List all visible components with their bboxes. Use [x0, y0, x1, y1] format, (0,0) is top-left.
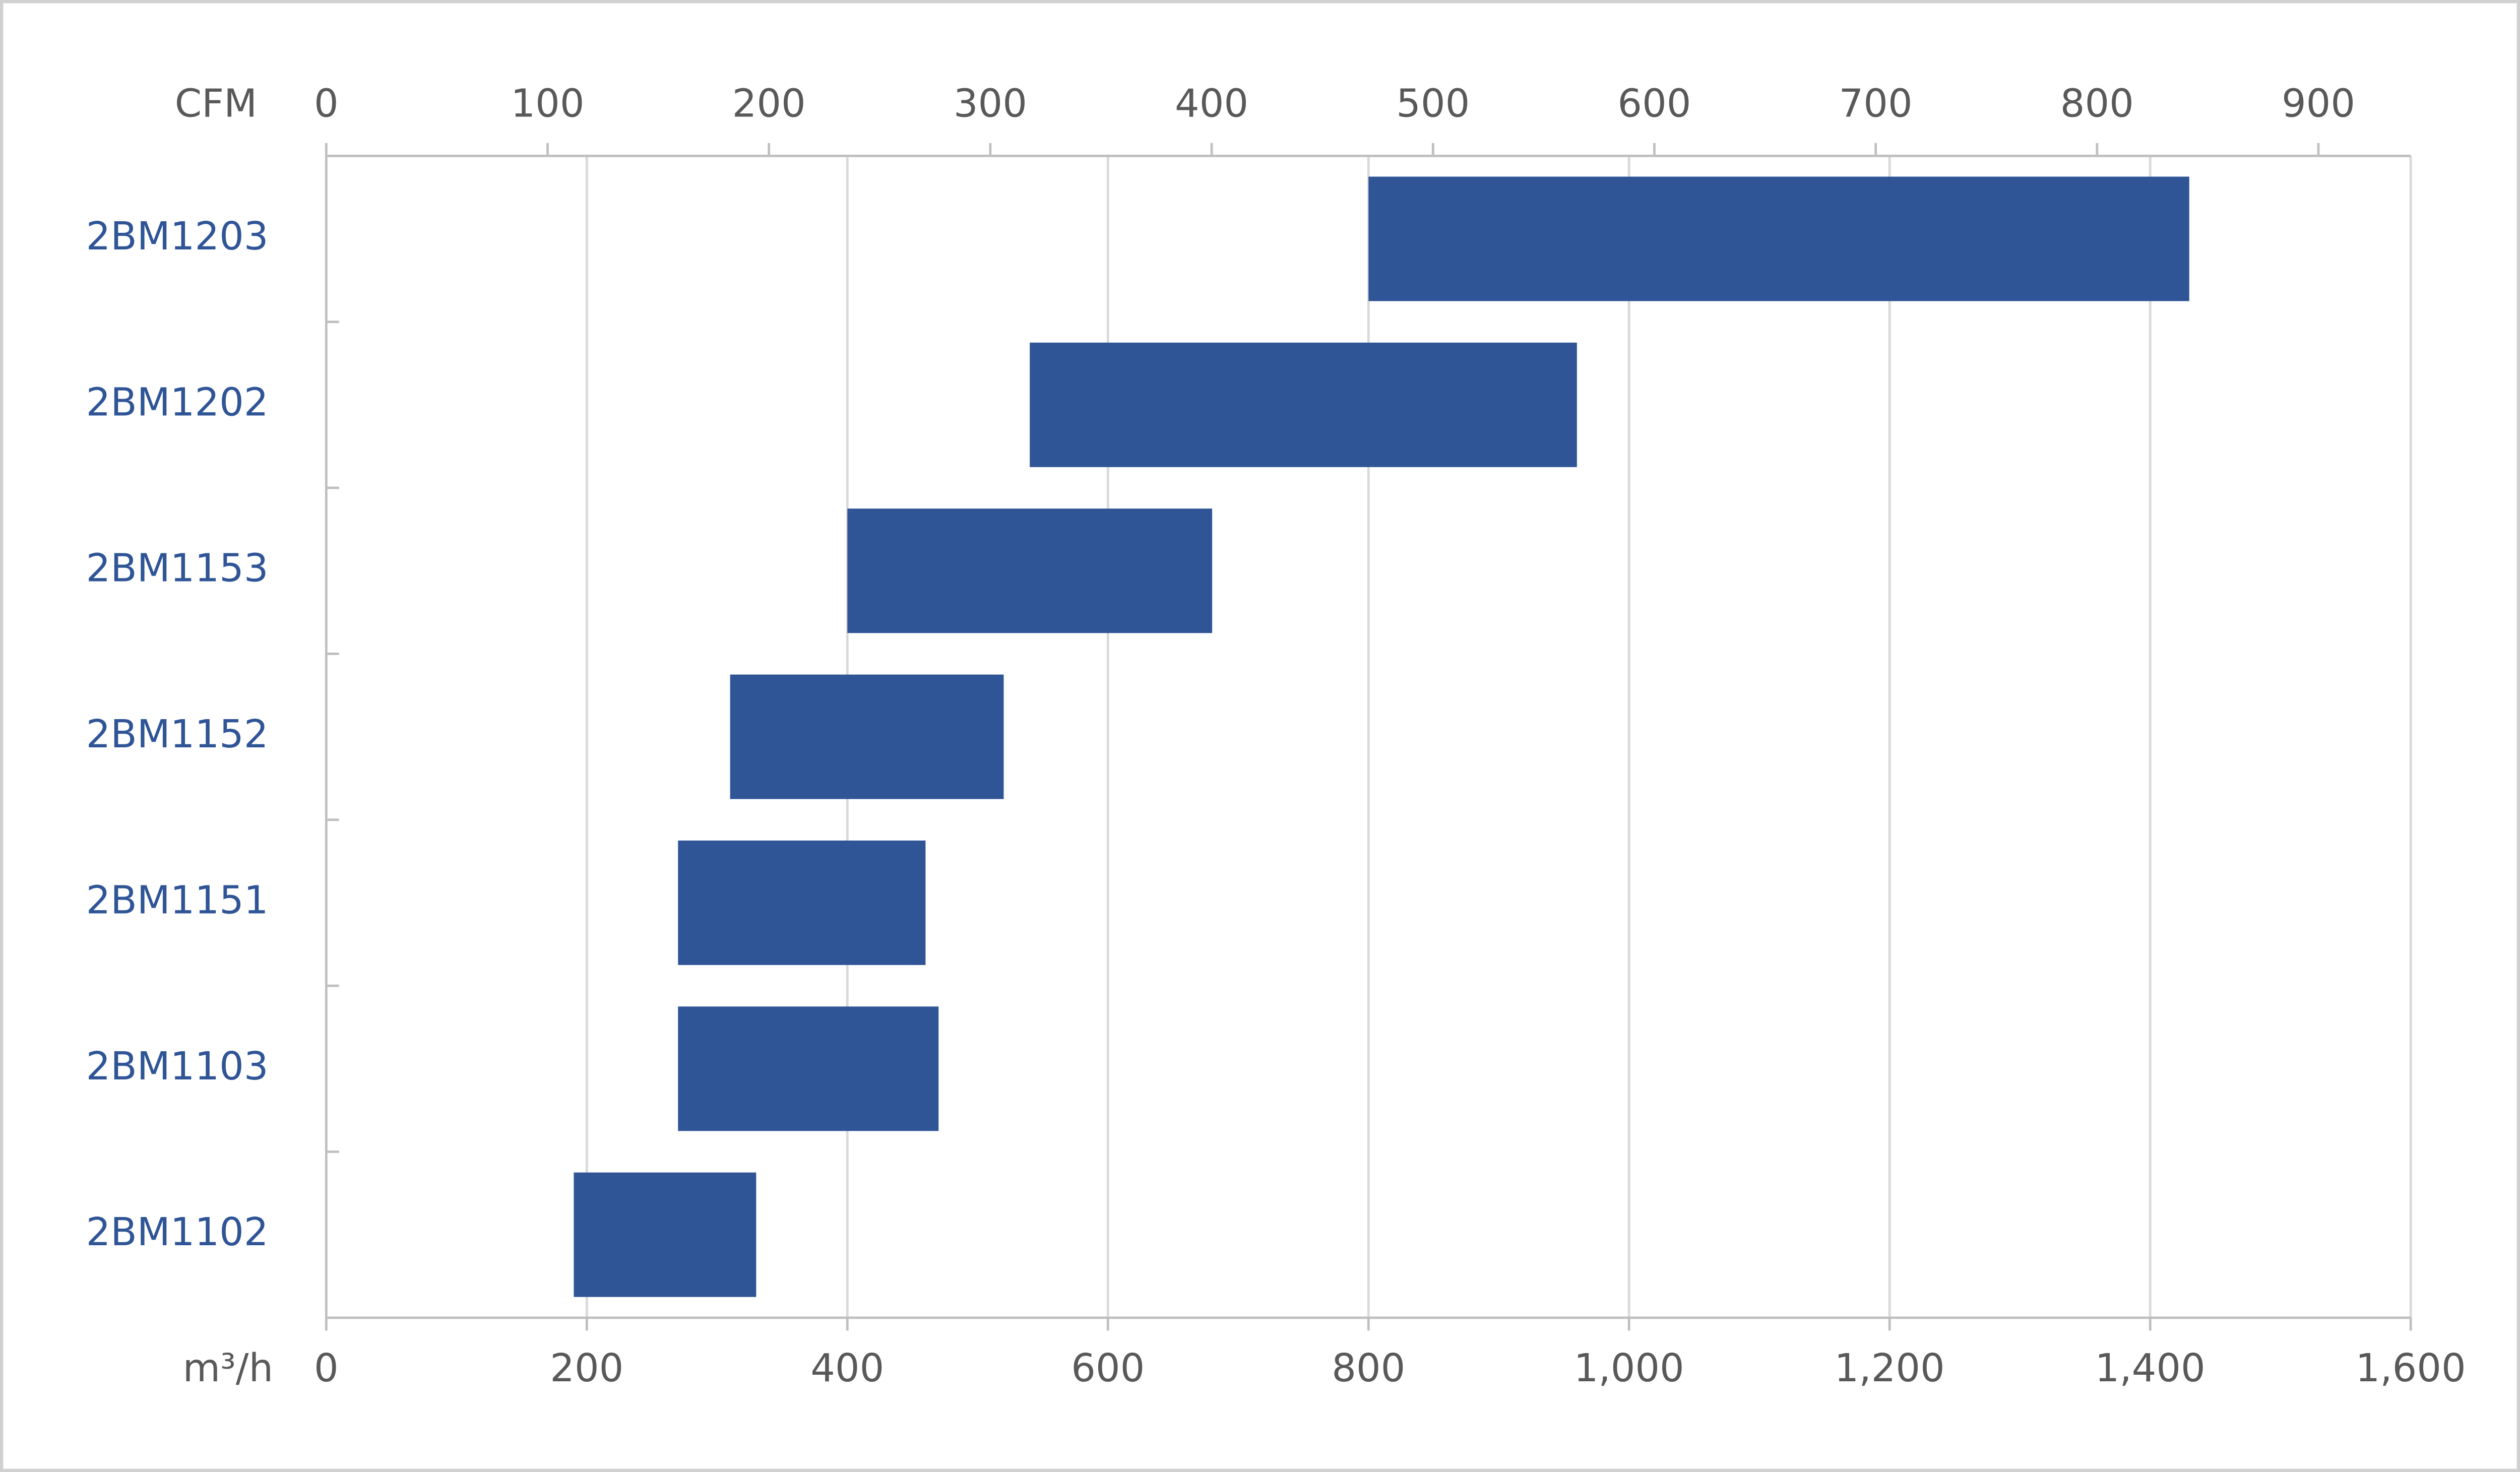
category-label: 2BM1151 [86, 878, 269, 923]
category-label: 2BM1202 [86, 380, 269, 425]
x2-tick-label: 500 [1396, 81, 1470, 126]
category-label: 2BM1103 [86, 1044, 269, 1089]
x-tick-label: 0 [314, 1346, 339, 1391]
x-tick-label: 1,000 [1574, 1346, 1684, 1391]
x-tick-label: 800 [1332, 1346, 1405, 1391]
x2-axis-label: CFM [175, 81, 257, 126]
bar [574, 1172, 757, 1297]
bar [1368, 176, 2189, 301]
category-label: 2BM1152 [86, 712, 269, 757]
bar [1030, 342, 1577, 467]
bar [678, 840, 926, 965]
bar [730, 674, 1004, 799]
x-tick-label: 600 [1071, 1346, 1145, 1391]
category-label: 2BM1153 [86, 546, 269, 591]
bar [678, 1006, 939, 1131]
x-axis-label: m³/h [183, 1346, 273, 1391]
category-label: 2BM1203 [86, 214, 269, 259]
x-tick-label: 1,600 [2356, 1346, 2466, 1391]
x2-tick-label: 600 [1617, 81, 1691, 126]
x2-tick-label: 200 [732, 81, 806, 126]
x2-tick-label: 900 [2282, 81, 2355, 126]
category-label: 2BM1102 [86, 1210, 269, 1255]
x2-tick-label: 400 [1175, 81, 1248, 126]
bar [847, 508, 1213, 633]
x-tick-label: 400 [810, 1346, 884, 1391]
x2-tick-label: 700 [1839, 81, 1913, 126]
x2-tick-label: 800 [2060, 81, 2134, 126]
x-tick-label: 200 [550, 1346, 623, 1391]
x2-tick-label: 0 [314, 81, 339, 126]
x2-tick-label: 300 [954, 81, 1027, 126]
x-tick-label: 1,200 [1835, 1346, 1945, 1391]
x2-tick-label: 100 [511, 81, 584, 126]
x-tick-label: 1,400 [2095, 1346, 2206, 1391]
